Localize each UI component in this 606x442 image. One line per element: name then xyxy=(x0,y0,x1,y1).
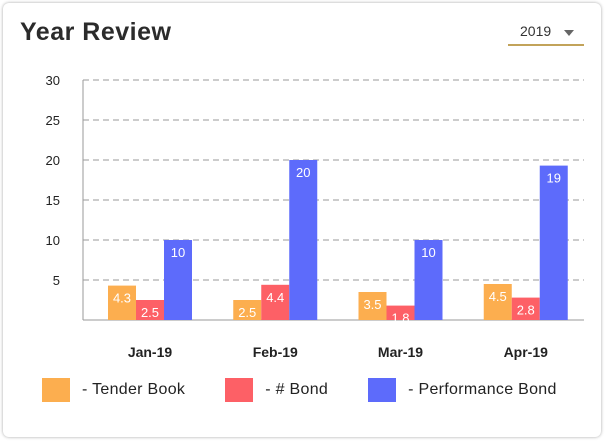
legend-swatch xyxy=(225,378,254,402)
bar-value-label: 1.8 xyxy=(391,311,409,326)
y-tick-label: 15 xyxy=(46,193,60,208)
bar-chart: 5 10 15 20 25 30 4.3 2.5 10 Jan-19 2.5 4.4 20 Feb-19 3… xyxy=(46,73,584,360)
y-tick-label: 30 xyxy=(46,73,60,88)
legend-item: - # Bond xyxy=(225,378,328,402)
bar-value-label: 4.4 xyxy=(266,290,284,305)
bar xyxy=(136,300,164,320)
legend-label: - Performance Bond xyxy=(408,381,557,398)
y-tick-label: 20 xyxy=(46,153,60,168)
y-tick-label: 5 xyxy=(53,273,60,288)
bar xyxy=(233,300,262,320)
bar-value-label: 3.5 xyxy=(363,297,381,312)
bar-value-label: 10 xyxy=(171,245,185,260)
bar xyxy=(164,240,192,320)
bar-value-label: 2.5 xyxy=(238,305,256,320)
bar xyxy=(511,297,540,320)
bar xyxy=(358,292,387,320)
bar-value-label: 20 xyxy=(296,165,310,180)
bar xyxy=(261,284,290,320)
bar-value-label: 4.3 xyxy=(113,291,131,306)
y-tick-label: 10 xyxy=(46,233,60,248)
year-dropdown[interactable]: 2019 xyxy=(508,22,584,46)
x-category-label: Mar-19 xyxy=(378,344,423,360)
bar xyxy=(386,305,415,320)
bar-value-label: 4.5 xyxy=(489,289,507,304)
x-category-label: Apr-19 xyxy=(504,344,549,360)
bar-value-label: 2.5 xyxy=(141,305,159,320)
legend-swatch xyxy=(368,378,397,402)
bar-value-label: 2.8 xyxy=(517,303,535,318)
bar xyxy=(483,284,512,320)
legend-item: - Performance Bond xyxy=(368,378,557,402)
bar xyxy=(289,160,318,320)
chevron-down-icon xyxy=(564,30,574,36)
x-category-label: Feb-19 xyxy=(253,344,298,360)
bar-value-label: 10 xyxy=(421,245,435,260)
legend-item: - Tender Book xyxy=(42,378,185,402)
chart-legend: - Tender Book - # Bond - Performance Bond xyxy=(42,378,597,402)
y-tick-label: 25 xyxy=(46,113,60,128)
page-title: Year Review xyxy=(20,18,172,46)
legend-label: - Tender Book xyxy=(82,381,186,398)
bar xyxy=(539,165,568,320)
bar-value-label: 19 xyxy=(547,171,561,186)
legend-swatch xyxy=(42,378,70,402)
legend-label: - # Bond xyxy=(265,381,329,398)
bar xyxy=(414,240,443,320)
x-category-label: Jan-19 xyxy=(128,344,173,360)
bar xyxy=(108,285,136,320)
year-dropdown-value: 2019 xyxy=(520,23,552,39)
